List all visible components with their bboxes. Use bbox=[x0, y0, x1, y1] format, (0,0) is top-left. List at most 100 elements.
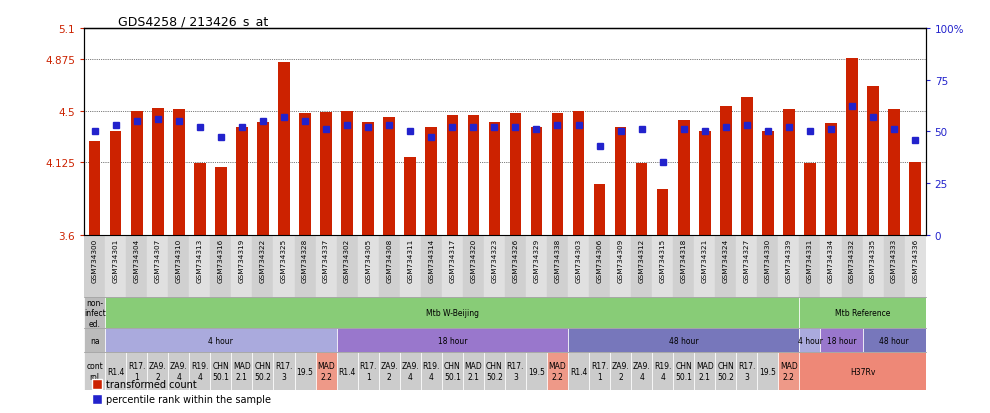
Bar bbox=[299, 114, 311, 235]
Text: GSM734325: GSM734325 bbox=[281, 238, 287, 282]
Bar bbox=[442, 235, 463, 297]
Text: GSM734327: GSM734327 bbox=[743, 238, 749, 282]
Bar bbox=[800, 352, 926, 390]
Bar bbox=[273, 235, 295, 297]
Text: GSM734335: GSM734335 bbox=[870, 238, 876, 282]
Bar bbox=[89, 142, 100, 235]
Text: 48 hour: 48 hour bbox=[879, 336, 909, 345]
Bar bbox=[783, 110, 795, 235]
Text: GSM734339: GSM734339 bbox=[786, 238, 792, 282]
Bar bbox=[657, 190, 668, 235]
Bar bbox=[867, 87, 879, 235]
Text: GSM734311: GSM734311 bbox=[407, 238, 413, 282]
Text: GSM734331: GSM734331 bbox=[807, 238, 813, 282]
Bar bbox=[215, 168, 227, 235]
Bar bbox=[673, 235, 694, 297]
Text: 19.5: 19.5 bbox=[297, 367, 314, 376]
Text: GSM734317: GSM734317 bbox=[449, 238, 455, 282]
Text: 18 hour: 18 hour bbox=[438, 336, 467, 345]
Bar bbox=[257, 122, 268, 235]
Bar bbox=[910, 162, 921, 235]
Text: R17.
3: R17. 3 bbox=[507, 361, 524, 381]
Text: MAD
2.1: MAD 2.1 bbox=[464, 361, 482, 381]
Bar bbox=[316, 235, 337, 297]
Bar bbox=[484, 235, 505, 297]
Text: GSM734300: GSM734300 bbox=[92, 238, 98, 282]
Text: GSM734301: GSM734301 bbox=[113, 238, 119, 282]
Bar bbox=[547, 235, 568, 297]
Text: GSM734333: GSM734333 bbox=[891, 238, 897, 282]
Bar bbox=[884, 235, 905, 297]
Bar bbox=[778, 352, 800, 390]
Bar bbox=[821, 235, 841, 297]
Bar bbox=[489, 122, 500, 235]
Bar bbox=[357, 352, 379, 390]
Bar bbox=[673, 352, 694, 390]
Bar bbox=[362, 122, 374, 235]
Text: R19.
4: R19. 4 bbox=[423, 361, 440, 381]
Bar bbox=[568, 328, 800, 352]
Bar bbox=[804, 164, 816, 235]
Text: GSM734309: GSM734309 bbox=[618, 238, 624, 282]
Text: MAD
2.1: MAD 2.1 bbox=[696, 361, 714, 381]
Bar bbox=[862, 235, 884, 297]
Text: CHN
50.1: CHN 50.1 bbox=[675, 361, 692, 381]
Text: GSM734320: GSM734320 bbox=[470, 238, 476, 282]
Bar bbox=[421, 235, 442, 297]
Bar bbox=[594, 184, 605, 235]
Bar bbox=[678, 121, 689, 235]
Text: GSM734314: GSM734314 bbox=[429, 238, 435, 282]
Text: GSM734310: GSM734310 bbox=[176, 238, 182, 282]
Bar bbox=[737, 235, 757, 297]
Bar bbox=[526, 352, 547, 390]
Bar bbox=[84, 297, 105, 328]
Text: GSM734328: GSM734328 bbox=[302, 238, 308, 282]
Text: R17.
3: R17. 3 bbox=[739, 361, 755, 381]
Bar bbox=[400, 235, 421, 297]
Text: GDS4258 / 213426_s_at: GDS4258 / 213426_s_at bbox=[118, 15, 268, 28]
Text: GSM734307: GSM734307 bbox=[154, 238, 160, 282]
Bar bbox=[295, 352, 316, 390]
Bar bbox=[168, 352, 189, 390]
Bar bbox=[337, 235, 357, 297]
Bar bbox=[800, 235, 821, 297]
Bar bbox=[105, 297, 800, 328]
Text: GSM734312: GSM734312 bbox=[639, 238, 644, 282]
Bar bbox=[252, 352, 273, 390]
Text: ZA9.
4: ZA9. 4 bbox=[633, 361, 650, 381]
Bar bbox=[84, 352, 105, 390]
Bar bbox=[211, 352, 232, 390]
Bar bbox=[484, 352, 505, 390]
Legend: transformed count, percentile rank within the sample: transformed count, percentile rank withi… bbox=[89, 375, 274, 408]
Bar bbox=[273, 352, 295, 390]
Bar bbox=[842, 235, 862, 297]
Bar bbox=[505, 352, 526, 390]
Bar bbox=[846, 59, 857, 235]
Bar bbox=[610, 235, 632, 297]
Text: GSM734336: GSM734336 bbox=[912, 238, 918, 282]
Text: GSM734338: GSM734338 bbox=[554, 238, 560, 282]
Bar bbox=[589, 235, 610, 297]
Bar bbox=[467, 116, 479, 235]
Bar bbox=[400, 352, 421, 390]
Text: GSM734316: GSM734316 bbox=[218, 238, 224, 282]
Bar bbox=[105, 352, 127, 390]
Bar bbox=[610, 352, 632, 390]
Text: MAD
2.2: MAD 2.2 bbox=[317, 361, 335, 381]
Text: CHN
50.2: CHN 50.2 bbox=[486, 361, 503, 381]
Text: GSM734313: GSM734313 bbox=[197, 238, 203, 282]
Text: GSM734326: GSM734326 bbox=[513, 238, 519, 282]
Bar bbox=[189, 352, 211, 390]
Bar bbox=[127, 352, 148, 390]
Bar bbox=[826, 124, 837, 235]
Text: R1.4: R1.4 bbox=[107, 367, 125, 376]
Text: cont
rol: cont rol bbox=[86, 361, 103, 381]
Text: 4 hour: 4 hour bbox=[209, 336, 234, 345]
Bar bbox=[105, 328, 337, 352]
Bar bbox=[342, 112, 352, 235]
Text: GSM734330: GSM734330 bbox=[765, 238, 771, 282]
Bar bbox=[694, 352, 716, 390]
Bar bbox=[463, 352, 484, 390]
Bar bbox=[252, 235, 273, 297]
Bar bbox=[463, 235, 484, 297]
